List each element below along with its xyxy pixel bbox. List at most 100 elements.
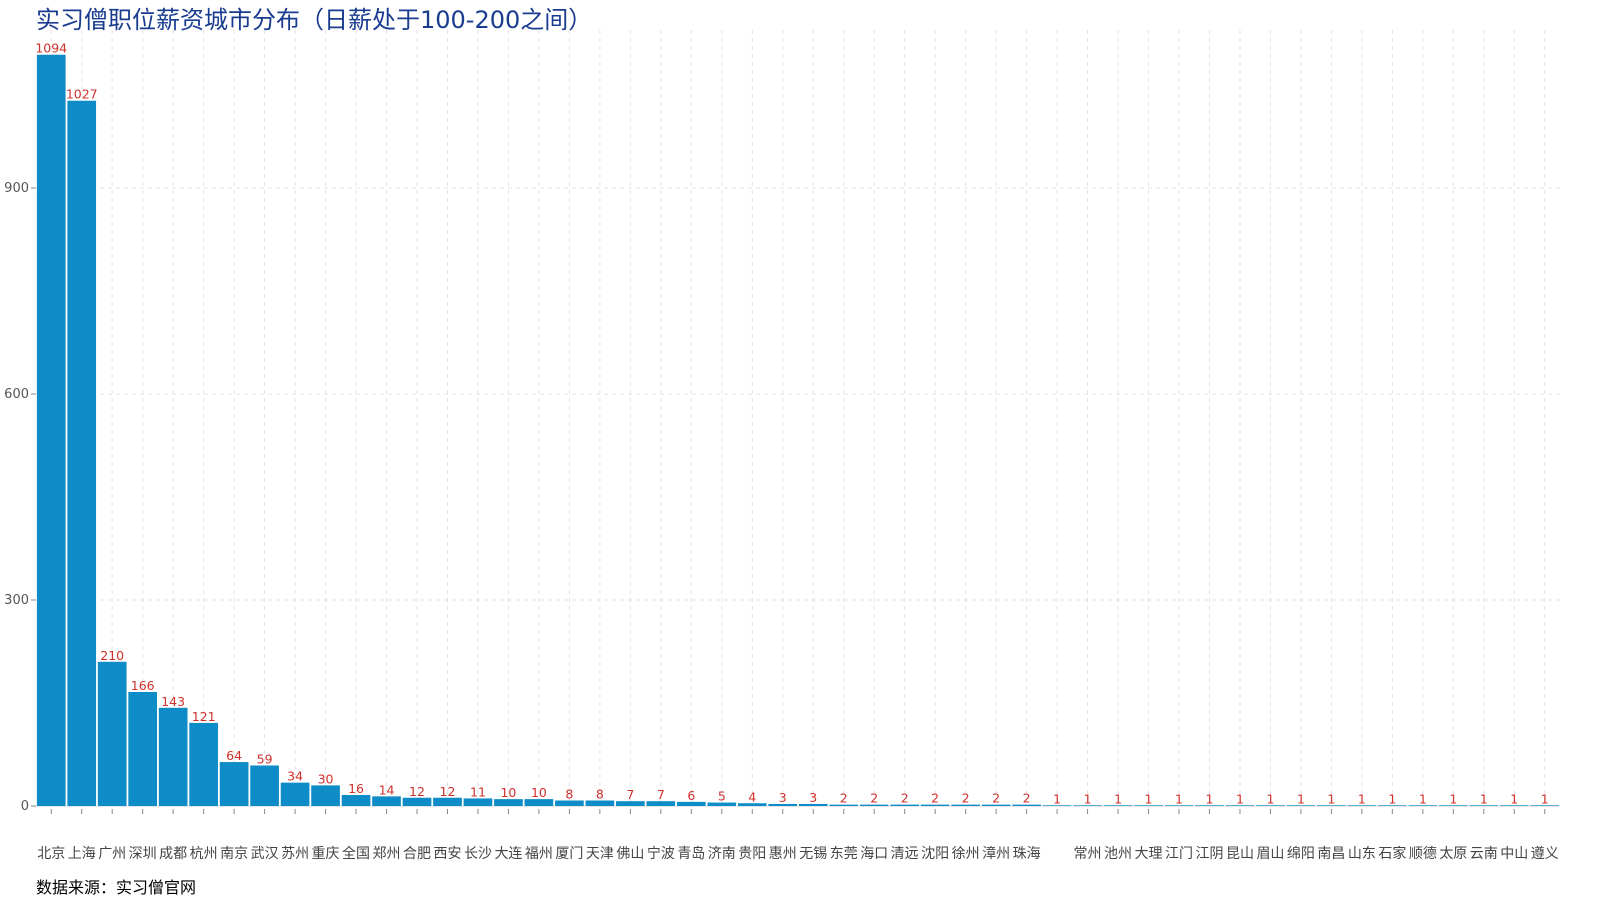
bar <box>463 798 493 806</box>
x-tick-label: 贵阳 <box>738 846 766 862</box>
x-tick-label: 漳州 <box>982 845 1010 862</box>
data-label: 3 <box>809 790 817 805</box>
y-tick-label: 600 <box>4 387 29 402</box>
x-tick-label: 济南 <box>708 846 736 862</box>
data-label: 1 <box>1327 791 1335 806</box>
bar <box>494 799 523 806</box>
data-label: 1 <box>1388 791 1396 806</box>
x-tick-label: 长沙 <box>464 846 492 862</box>
data-label: 2 <box>962 791 970 806</box>
bar <box>189 722 218 806</box>
bar <box>1012 804 1041 806</box>
x-tick-label: 佛山 <box>616 846 644 862</box>
bar <box>128 692 158 806</box>
bar <box>97 661 127 806</box>
data-label: 30 <box>318 771 334 786</box>
x-tick-label: 山东 <box>1348 846 1376 862</box>
data-label: 1 <box>1175 791 1183 806</box>
data-label: 1 <box>1358 791 1366 806</box>
data-label: 143 <box>161 694 185 709</box>
x-tick-label: 无锡 <box>799 846 827 862</box>
x-tick-label: 深圳 <box>129 846 157 862</box>
bar <box>1317 805 1346 807</box>
x-tick-label: 苏州 <box>281 846 309 862</box>
bar <box>676 801 706 806</box>
bar <box>280 782 310 806</box>
bar <box>859 804 889 806</box>
data-label: 7 <box>657 787 665 802</box>
data-label: 11 <box>470 784 486 799</box>
data-label: 64 <box>226 748 242 763</box>
x-tick-label: 合肥 <box>403 846 431 862</box>
x-tick-label: 南昌 <box>1317 846 1345 862</box>
x-tick-label: 海口 <box>860 846 888 862</box>
bar <box>1286 805 1316 807</box>
bar <box>1073 805 1102 807</box>
x-tick-label: 遵义 <box>1531 845 1559 862</box>
data-label: 6 <box>687 788 695 803</box>
data-label: 10 <box>531 785 547 800</box>
bar <box>1347 805 1377 807</box>
bar <box>1225 805 1255 807</box>
x-tick-label: 大连 <box>494 846 522 862</box>
x-tick-label: 青岛 <box>677 846 705 862</box>
bar <box>920 804 950 806</box>
bar <box>1469 805 1499 807</box>
bar <box>341 795 371 806</box>
data-label: 1 <box>1510 791 1518 806</box>
data-label: 2 <box>931 791 939 806</box>
data-label: 5 <box>718 789 726 804</box>
data-label: 1 <box>1084 791 1092 806</box>
x-tick-label: 云南 <box>1470 846 1498 862</box>
x-tick-label: 太原 <box>1439 846 1467 862</box>
x-tick-label: 郑州 <box>373 846 401 862</box>
data-label: 8 <box>596 787 604 802</box>
data-label: 16 <box>348 781 364 796</box>
bar <box>1438 805 1468 807</box>
bar <box>1408 805 1438 807</box>
bar <box>219 762 249 806</box>
bar <box>555 800 584 806</box>
x-tick-label: 厦门 <box>555 846 583 862</box>
bar <box>1042 805 1072 807</box>
data-label: 1 <box>1449 791 1457 806</box>
bar <box>829 804 859 806</box>
x-tick-label: 全国 <box>342 845 370 862</box>
x-tick-label: 西安 <box>433 846 461 862</box>
data-label: 1 <box>1206 791 1214 806</box>
x-tick-label: 上海 <box>68 846 96 862</box>
source-note: 数据来源：实习僧官网 <box>36 878 197 897</box>
bar <box>951 804 980 806</box>
bar <box>1134 805 1163 807</box>
x-tick-label: 天津 <box>586 846 614 862</box>
x-tick-label: 昆山 <box>1226 846 1254 862</box>
x-tick-label: 成都 <box>159 846 187 862</box>
bar <box>158 707 188 806</box>
bar-layer <box>36 54 1560 807</box>
x-tick-label: 宁波 <box>647 845 675 862</box>
data-label: 7 <box>626 787 634 802</box>
x-tick-label: 徐州 <box>952 846 980 862</box>
data-label: 121 <box>192 709 216 724</box>
bar <box>250 765 279 806</box>
x-tick-label: 南京 <box>220 846 248 862</box>
bar <box>890 804 920 806</box>
data-label: 34 <box>287 769 303 784</box>
x-tick-label: 石家 <box>1378 845 1406 862</box>
data-label: 2 <box>840 791 848 806</box>
data-label: 2 <box>1023 791 1031 806</box>
data-label: 59 <box>257 751 273 766</box>
axis-layer: 0 300 600 900 北京 上海 广州 深圳 成都 杭州 南京 武汉 苏州 重庆 全国 郑州 合肥 西安 长沙… <box>4 181 1560 862</box>
x-tick-label: 广州 <box>98 846 126 862</box>
x-tick-label: 顺德 <box>1409 846 1437 862</box>
x-tick-label: 大理 <box>1135 846 1163 862</box>
y-tick-label: 300 <box>4 593 29 608</box>
data-label: 210 <box>100 648 124 663</box>
bar <box>1164 805 1194 807</box>
bar <box>36 54 66 807</box>
x-tick-label: 清远 <box>891 846 919 862</box>
x-tick-label: 东莞 <box>830 846 858 862</box>
data-label: 1 <box>1541 791 1549 806</box>
data-label: 1 <box>1480 791 1488 806</box>
